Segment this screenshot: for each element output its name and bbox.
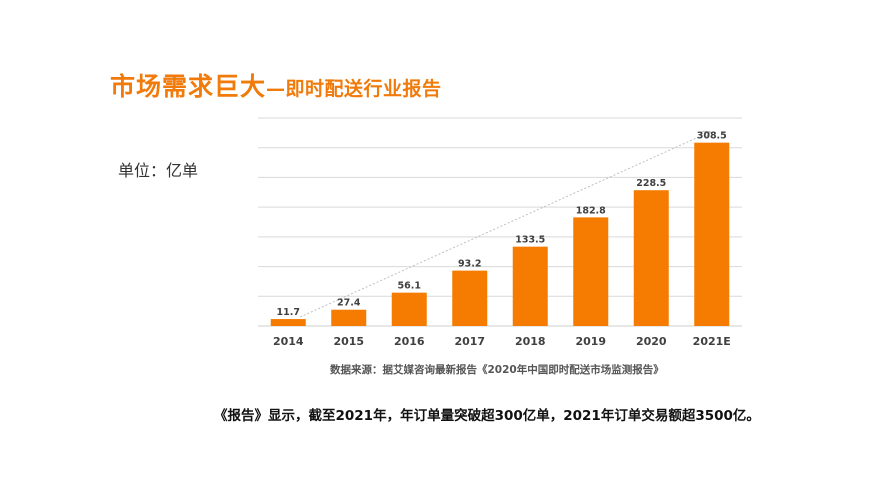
data-label: 93.2: [458, 259, 481, 270]
bar-2017: [452, 270, 488, 326]
x-tick-label: 2019: [575, 335, 606, 348]
bar-2020: [633, 190, 669, 326]
x-tick-label: 2021E: [693, 335, 731, 348]
data-label: 308.5: [697, 131, 727, 142]
x-tick-label: 2020: [636, 335, 667, 348]
data-label: 133.5: [515, 235, 545, 246]
unit-label: 单位：亿单: [118, 161, 199, 180]
data-label: 56.1: [398, 281, 421, 292]
data-label: 182.8: [576, 205, 606, 216]
data-label: 11.7: [277, 307, 300, 318]
x-tick-label: 2014: [273, 335, 304, 348]
x-tick-label: 2017: [454, 335, 485, 348]
title-main: 市场需求巨大: [110, 72, 267, 101]
bar-2015: [331, 309, 367, 326]
page-title: 市场需求巨大—即时配送行业报告: [110, 74, 442, 99]
x-tick-label: 2016: [394, 335, 425, 348]
bar-2018: [512, 246, 548, 326]
trend-arrow: [299, 132, 710, 318]
bar-2021E: [694, 142, 730, 326]
data-label: 228.5: [636, 178, 666, 189]
x-tick-label: 2015: [333, 335, 364, 348]
conclusion-text: 《报告》显示，截至2021年，年订单量突破超300亿单，2021年订单交易额超3…: [214, 408, 760, 424]
title-dash: —: [266, 78, 286, 100]
x-tick-label: 2018: [515, 335, 546, 348]
bar-2014: [270, 319, 306, 326]
data-source-note: 数据来源：据艾媒咨询最新报告《2020年中国即时配送市场监测报告》: [330, 364, 664, 376]
title-sub: 即时配送行业报告: [285, 78, 442, 100]
bar-2019: [573, 217, 609, 326]
bar-2016: [391, 292, 427, 326]
data-label: 27.4: [337, 298, 361, 309]
